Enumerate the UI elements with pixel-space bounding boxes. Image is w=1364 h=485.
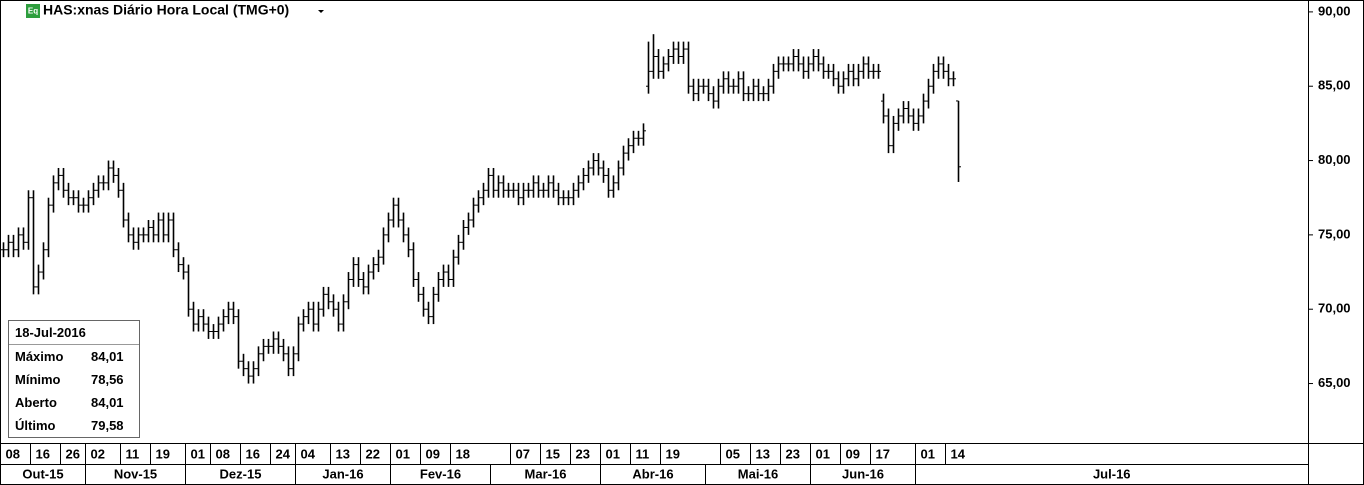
info-row: Mínimo 78,56 <box>9 368 139 391</box>
icon-label: Eq <box>28 7 38 16</box>
y-tick-label: 90,00 <box>1318 3 1351 18</box>
x-tick-label: 09 <box>426 446 440 461</box>
x-tick-label: 01 <box>921 446 935 461</box>
x-tick-label: 24 <box>276 446 291 461</box>
month-label: Mar-16 <box>525 466 567 481</box>
info-row: Aberto 84,01 <box>9 391 139 414</box>
x-tick-label: 26 <box>66 446 80 461</box>
month-label: Dez-15 <box>220 466 262 481</box>
x-tick-label: 01 <box>191 446 205 461</box>
x-tick-label: 02 <box>91 446 105 461</box>
month-label: Jul-16 <box>1093 466 1131 481</box>
y-tick-label: 80,00 <box>1318 152 1351 167</box>
x-tick-label: 13 <box>336 446 350 461</box>
x-tick-label: 19 <box>156 446 170 461</box>
x-tick-label: 15 <box>546 446 560 461</box>
x-tick-label: 16 <box>246 446 260 461</box>
x-tick-label: 01 <box>606 446 620 461</box>
info-box: 18-Jul-2016 Máximo 84,01 Mínimo 78,56 Aberto… <box>8 320 140 438</box>
dropdown-arrow[interactable] <box>318 10 324 13</box>
x-tick-label: 19 <box>666 446 680 461</box>
info-label: Mínimo <box>15 372 61 387</box>
info-label: Aberto <box>15 395 57 410</box>
x-tick-label: 23 <box>786 446 800 461</box>
x-tick-label: 09 <box>846 446 860 461</box>
month-label: Jan-16 <box>322 466 363 481</box>
x-tick-label: 07 <box>516 446 530 461</box>
y-tick-label: 85,00 <box>1318 78 1351 93</box>
x-tick-label: 16 <box>36 446 50 461</box>
info-row: Máximo 84,01 <box>9 345 139 368</box>
month-label: Abr-16 <box>632 466 673 481</box>
info-label: Máximo <box>15 349 64 364</box>
x-tick-label: 14 <box>951 446 966 461</box>
y-tick-label: 70,00 <box>1318 301 1351 316</box>
month-label: Jun-16 <box>842 466 884 481</box>
x-tick-label: 01 <box>396 446 410 461</box>
info-value: 84,01 <box>91 395 124 410</box>
info-value: 78,56 <box>91 372 124 387</box>
x-tick-label: 04 <box>301 446 316 461</box>
x-tick-label: 01 <box>816 446 830 461</box>
month-label: Mai-16 <box>738 466 778 481</box>
info-label: Último <box>15 418 56 433</box>
x-tick-label: 13 <box>756 446 770 461</box>
chart-title[interactable]: HAS:xnas Diário Hora Local (TMG+0) <box>43 2 289 18</box>
info-value: 84,01 <box>91 349 124 364</box>
y-tick-label: 75,00 <box>1318 226 1351 241</box>
x-tick-label: 11 <box>636 446 650 461</box>
month-label: Fev-16 <box>420 466 461 481</box>
x-tick-label: 11 <box>126 446 140 461</box>
instrument-icon <box>26 4 40 18</box>
info-row: Último 79,58 <box>9 414 139 437</box>
info-value: 79,58 <box>91 418 124 433</box>
x-tick-label: 18 <box>456 446 470 461</box>
month-label: Nov-15 <box>114 466 157 481</box>
y-tick-label: 65,00 <box>1318 375 1351 390</box>
x-tick-label: 23 <box>576 446 590 461</box>
x-tick-label: 05 <box>726 446 740 461</box>
x-tick-label: 22 <box>366 446 380 461</box>
x-tick-label: 08 <box>6 446 20 461</box>
x-tick-label: 08 <box>216 446 230 461</box>
x-tick-label: 17 <box>876 446 890 461</box>
month-label: Out-15 <box>22 466 63 481</box>
info-date: 18-Jul-2016 <box>9 321 139 345</box>
